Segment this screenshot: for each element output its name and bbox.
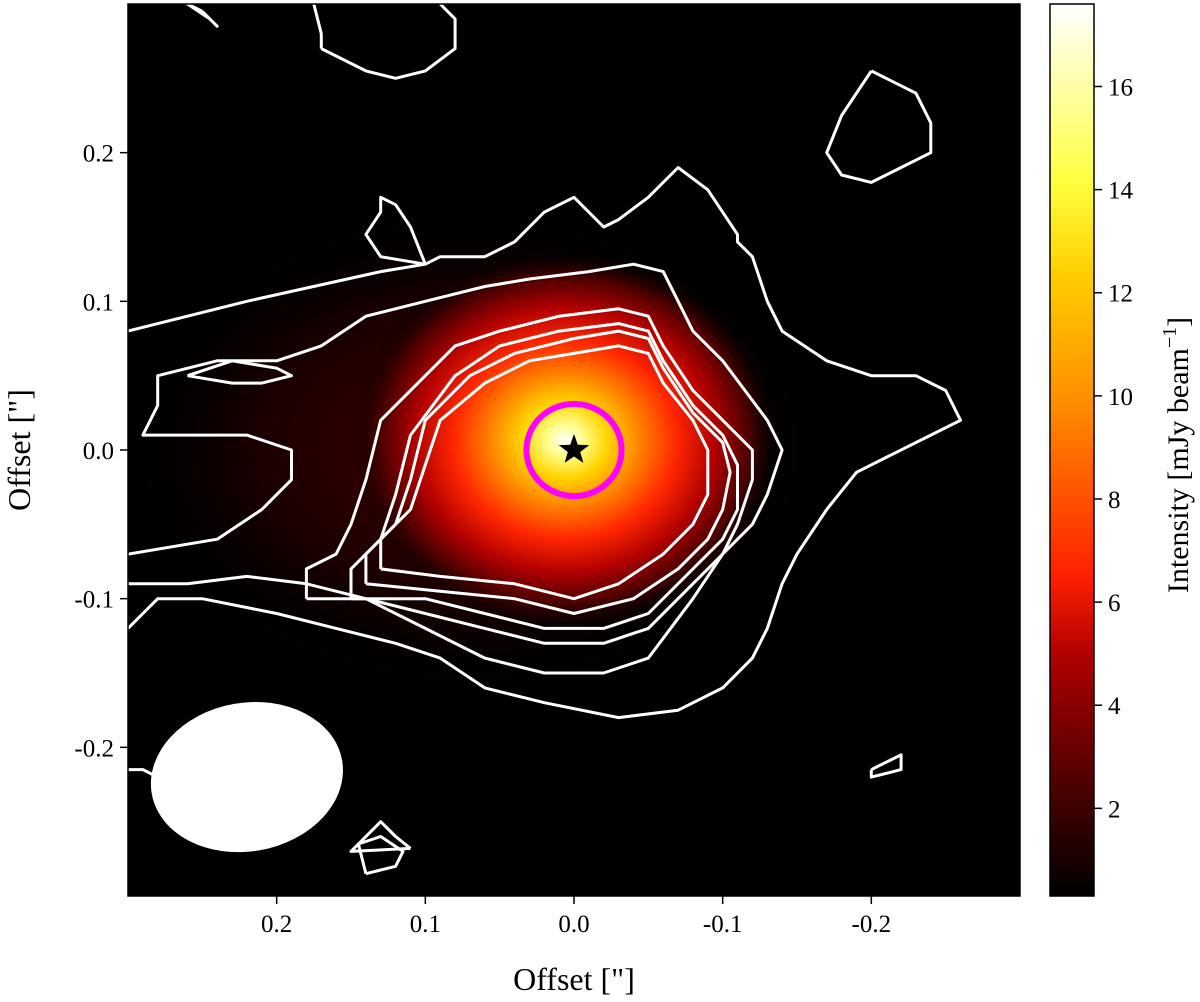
y-axis-label: Offset ["] [1,389,37,511]
colorbar-label: Intensity [mJy beam−1] [1159,317,1195,593]
colorbar-tick-label: 6 [1108,590,1121,617]
colorbar-axis: 2 4 6 8 10 12 14 16 [1094,74,1134,823]
contour-line [364,329,732,615]
x-axis-label: Offset ["] [513,961,635,997]
magenta-ellipse-marker [523,400,625,500]
x-tick-label: 0.0 [558,911,589,938]
beam-ellipse [150,701,343,853]
contour-line [304,307,754,645]
contour-line [349,820,412,853]
contour-line [128,166,962,720]
contour-line [320,4,457,80]
colorbar-tick-label: 12 [1108,281,1133,308]
colorbar [1049,3,1095,897]
colorbar-label-main: Intensity [mJy beam [1162,348,1195,593]
y-axis: 0.2 0.1 0.0 -0.1 -0.2 [74,141,128,762]
colorbar-tick-label: 2 [1108,796,1121,823]
contour-line [379,344,710,601]
colorbar-label-end: ] [1162,317,1195,327]
contour-line [312,4,323,49]
contour-line [186,4,219,28]
colorbar-tick-label: 14 [1108,178,1134,205]
star-marker [558,434,590,463]
y-tick-label: -0.2 [74,735,114,762]
colorbar-tick-label: 10 [1108,384,1133,411]
contour-line [128,262,784,675]
contour-line [187,359,293,385]
y-tick-label: 0.2 [83,141,114,168]
contour-line [869,753,903,779]
contour-layer [128,4,962,876]
x-tick-label: -0.2 [852,911,892,938]
x-tick-label: 0.2 [261,911,292,938]
colorbar-tick-label: 4 [1108,693,1121,720]
contour-line [825,69,933,184]
colorbar-tick-label: 8 [1108,487,1121,514]
x-axis: 0.2 0.1 0.0 -0.1 -0.2 [261,896,891,938]
contour-line [356,835,405,876]
y-tick-label: -0.1 [74,587,114,614]
colorbar-tick-label: 16 [1108,74,1133,101]
y-tick-label: 0.0 [83,438,114,465]
contour-line [349,322,739,630]
x-tick-label: -0.1 [703,911,743,938]
x-tick-label: 0.1 [410,911,441,938]
colorbar-label-sup: −1 [1159,327,1181,348]
y-tick-label: 0.1 [83,289,114,316]
